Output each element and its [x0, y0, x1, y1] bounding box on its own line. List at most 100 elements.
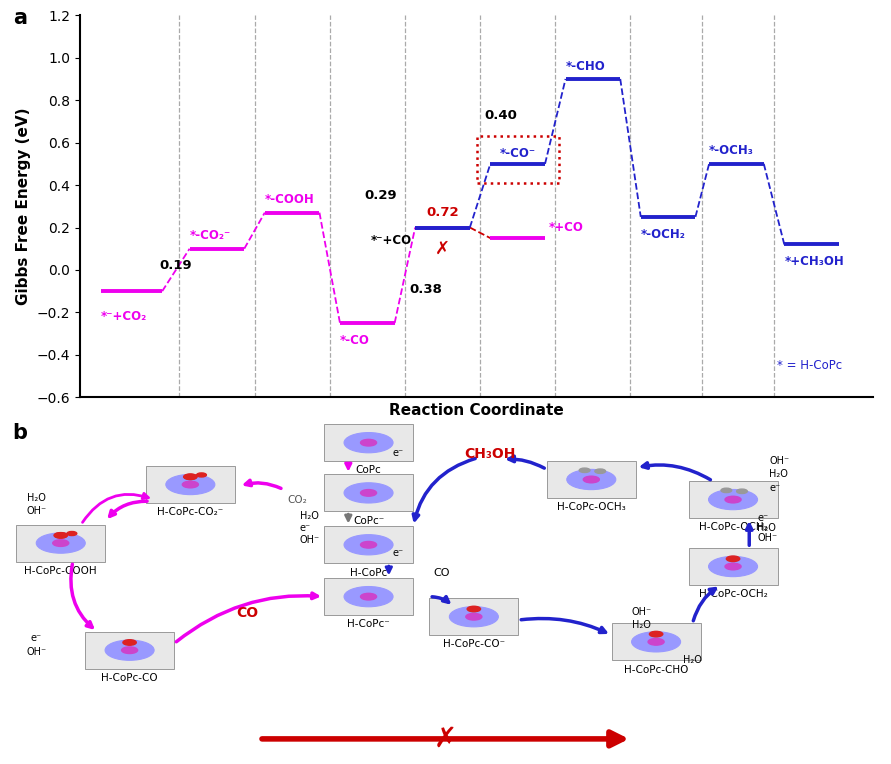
Circle shape: [361, 439, 377, 446]
Circle shape: [121, 647, 137, 653]
Text: *+CH₃OH: *+CH₃OH: [784, 255, 844, 268]
FancyBboxPatch shape: [611, 623, 700, 660]
Text: *-OCH₂: *-OCH₂: [641, 228, 686, 241]
Circle shape: [567, 469, 616, 490]
Text: b: b: [12, 422, 27, 442]
Text: * = H-CoPc: * = H-CoPc: [777, 359, 842, 372]
Y-axis label: Gibbs Free Energy (eV): Gibbs Free Energy (eV): [16, 108, 31, 305]
Text: *⁻+CO₂: *⁻+CO₂: [101, 310, 147, 323]
Text: H-CoPc-CO: H-CoPc-CO: [102, 673, 158, 683]
Text: H₂O: H₂O: [683, 656, 702, 665]
Text: OH⁻: OH⁻: [27, 507, 46, 516]
Circle shape: [37, 533, 86, 553]
Text: H-CoPc-CHO: H-CoPc-CHO: [624, 665, 688, 675]
Circle shape: [721, 488, 732, 493]
Text: *-CO: *-CO: [340, 334, 370, 347]
Text: H-CoPc-CO⁻: H-CoPc-CO⁻: [443, 639, 505, 649]
Text: e⁻: e⁻: [393, 548, 404, 558]
Circle shape: [344, 535, 393, 555]
Text: e⁻: e⁻: [299, 523, 311, 533]
Circle shape: [648, 639, 664, 645]
FancyBboxPatch shape: [689, 548, 778, 585]
Circle shape: [54, 533, 68, 538]
Text: *-CO⁻: *-CO⁻: [500, 147, 535, 160]
Text: CO₂: CO₂: [288, 494, 307, 504]
Text: 0.29: 0.29: [364, 189, 397, 202]
FancyBboxPatch shape: [146, 466, 235, 503]
Circle shape: [467, 607, 480, 612]
FancyBboxPatch shape: [85, 632, 174, 668]
Text: e⁻: e⁻: [757, 513, 768, 523]
Circle shape: [54, 533, 67, 538]
Circle shape: [344, 432, 393, 453]
Bar: [477, 136, 559, 183]
Text: H₂O: H₂O: [757, 523, 776, 533]
Text: OH⁻: OH⁻: [299, 535, 320, 545]
Circle shape: [650, 631, 663, 637]
Text: CoPc: CoPc: [356, 465, 381, 475]
FancyBboxPatch shape: [324, 474, 413, 511]
Text: OH⁻: OH⁻: [632, 607, 652, 617]
FancyBboxPatch shape: [324, 424, 413, 461]
Circle shape: [632, 632, 681, 652]
Text: *+CO: *+CO: [549, 221, 584, 234]
Text: CH₃OH: CH₃OH: [464, 448, 516, 461]
Text: CO: CO: [433, 568, 450, 578]
FancyBboxPatch shape: [16, 525, 105, 562]
Circle shape: [183, 481, 199, 488]
Text: H-CoPc-CO₂⁻: H-CoPc-CO₂⁻: [157, 507, 224, 517]
Text: OH⁻: OH⁻: [27, 647, 46, 657]
Circle shape: [595, 469, 606, 474]
Text: *-CHO: *-CHO: [566, 60, 605, 73]
Text: 0.38: 0.38: [409, 283, 442, 296]
Circle shape: [708, 556, 757, 577]
Circle shape: [579, 468, 590, 472]
Text: *-OCH₃: *-OCH₃: [709, 144, 754, 157]
Text: *-CO₂⁻: *-CO₂⁻: [190, 229, 231, 242]
Text: *⁻+CO: *⁻+CO: [371, 234, 412, 247]
Text: H-CoPc-COOH: H-CoPc-COOH: [24, 566, 97, 576]
Circle shape: [725, 563, 741, 570]
Text: H-CoPc-OCH₂: H-CoPc-OCH₂: [699, 523, 767, 533]
Circle shape: [197, 473, 207, 477]
Circle shape: [708, 490, 757, 510]
Text: CO: CO: [236, 607, 258, 620]
Circle shape: [737, 489, 748, 494]
Circle shape: [361, 490, 377, 496]
Circle shape: [361, 542, 377, 548]
Text: H-CoPc-OCH₂: H-CoPc-OCH₂: [699, 589, 767, 599]
Text: a: a: [12, 8, 27, 28]
Text: *-COOH: *-COOH: [265, 193, 315, 206]
Text: e⁻: e⁻: [31, 633, 42, 643]
Text: CoPc⁻: CoPc⁻: [353, 516, 384, 526]
Text: e⁻: e⁻: [770, 483, 781, 493]
FancyBboxPatch shape: [429, 598, 519, 635]
Circle shape: [67, 532, 77, 536]
Text: 0.72: 0.72: [426, 206, 459, 219]
Circle shape: [53, 540, 69, 546]
Text: e⁻: e⁻: [393, 448, 404, 458]
Circle shape: [466, 613, 482, 620]
FancyBboxPatch shape: [324, 526, 413, 563]
Text: H₂O: H₂O: [299, 511, 319, 521]
Circle shape: [344, 587, 393, 607]
Text: H₂O: H₂O: [770, 470, 789, 480]
Text: H-CoPc⁻: H-CoPc⁻: [347, 620, 390, 630]
Text: H-CoPc: H-CoPc: [350, 568, 388, 578]
Circle shape: [449, 607, 498, 626]
Text: ✗: ✗: [434, 725, 457, 753]
FancyBboxPatch shape: [324, 578, 413, 615]
Circle shape: [166, 474, 215, 494]
X-axis label: Reaction Coordinate: Reaction Coordinate: [389, 403, 564, 418]
Circle shape: [105, 640, 154, 660]
Text: H-CoPc-OCH₃: H-CoPc-OCH₃: [557, 502, 625, 512]
Circle shape: [184, 474, 197, 480]
Text: OH⁻: OH⁻: [770, 456, 789, 466]
FancyBboxPatch shape: [547, 461, 636, 498]
Text: H₂O: H₂O: [632, 620, 650, 630]
Circle shape: [584, 476, 600, 483]
Circle shape: [344, 483, 393, 503]
Text: 0.40: 0.40: [484, 108, 517, 121]
Circle shape: [726, 556, 740, 562]
FancyBboxPatch shape: [689, 481, 778, 518]
